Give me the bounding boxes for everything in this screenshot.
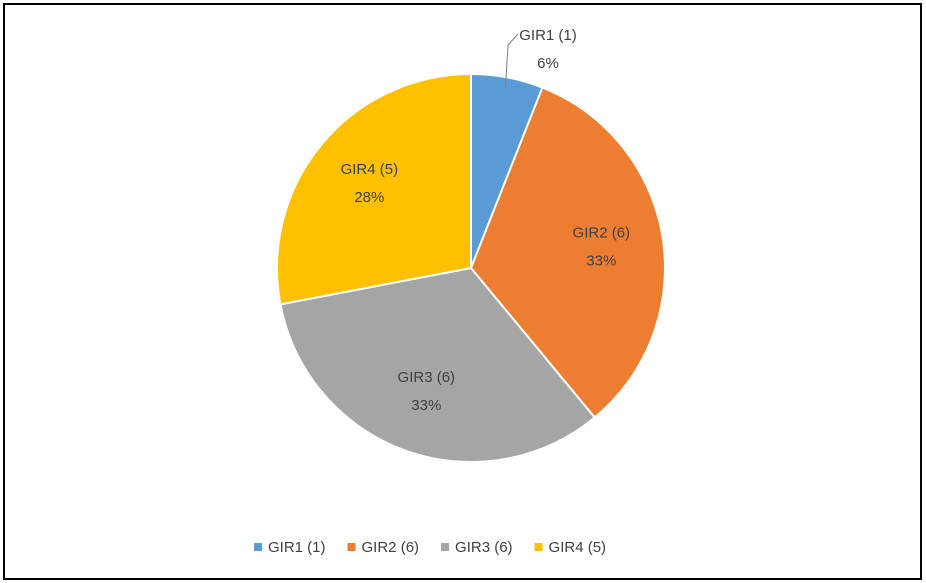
data-label-value: 33% bbox=[411, 397, 441, 414]
legend-swatch bbox=[534, 543, 543, 551]
data-label-name: GIR4 (5) bbox=[341, 161, 399, 178]
data-label-name: GIR2 (6) bbox=[573, 224, 631, 241]
data-label-value: 33% bbox=[586, 252, 616, 269]
legend-swatch bbox=[347, 543, 356, 551]
legend-label: GIR1 (1) bbox=[268, 539, 326, 556]
legend-label: GIR2 (6) bbox=[362, 539, 420, 556]
data-label-value: 28% bbox=[354, 189, 384, 206]
pie-slice bbox=[276, 72, 472, 306]
data-label-value: 6% bbox=[537, 55, 559, 72]
pie-slice bbox=[279, 266, 597, 463]
legend-swatch bbox=[254, 543, 262, 551]
data-label-name: GIR1 (1) bbox=[519, 27, 577, 44]
legend-label: GIR3 (6) bbox=[455, 539, 513, 556]
legend-swatch bbox=[441, 543, 450, 551]
pie-slice bbox=[469, 86, 666, 419]
legend-label: GIR4 (5) bbox=[549, 539, 607, 556]
leader-line bbox=[504, 33, 519, 88]
data-label-name: GIR3 (6) bbox=[398, 369, 456, 386]
